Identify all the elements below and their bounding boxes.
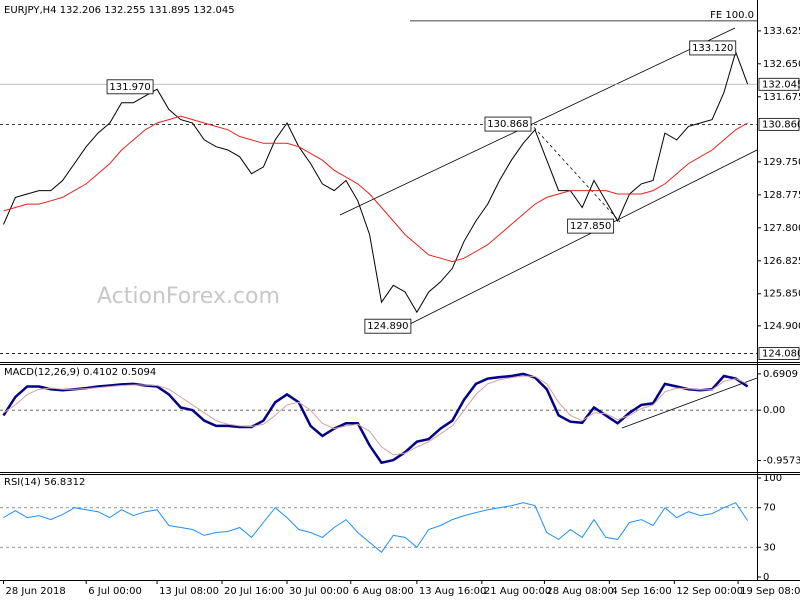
x-tick-label: 13 Jul 08:00 (159, 586, 219, 597)
annotation-label: 130.868 (487, 119, 528, 130)
annotation-box (364, 318, 412, 334)
channel-line (339, 27, 736, 216)
panel-title: MACD(12,26,9) 0.4102 0.5094 (4, 367, 156, 378)
annotation-box (484, 116, 532, 132)
y-tick-label: 131.675 (763, 92, 800, 103)
y-tick-label: 0.6909 (763, 369, 798, 380)
y-tick-label: 70 (763, 503, 776, 514)
x-tick-label: 20 Jul 16:00 (224, 586, 284, 597)
series-line (3, 50, 749, 314)
series-line (3, 115, 748, 263)
y-tick-label: 124.900 (763, 321, 800, 332)
series-line (3, 375, 748, 456)
x-tick-label: 4 Sep 16:00 (611, 586, 671, 597)
projection-line (529, 122, 621, 223)
level-label: 124.080 (762, 349, 800, 360)
x-tick-label: 30 Jul 00:00 (289, 586, 349, 597)
channel-line (407, 149, 758, 326)
level-label: 130.860 (762, 119, 800, 130)
annotation-box (689, 40, 737, 56)
x-tick-label: 12 Sep 00:00 (676, 586, 743, 597)
y-tick-label: 132.650 (763, 59, 800, 70)
annotation-label: 131.970 (109, 82, 150, 93)
y-tick-label: 127.800 (763, 223, 800, 234)
level-box (758, 117, 800, 131)
annotation-label: 127.850 (570, 221, 611, 232)
annotation-label: 133.120 (692, 43, 733, 54)
y-tick-label: 129.750 (763, 157, 800, 168)
y-tick-label: 30 (763, 542, 776, 553)
y-tick-label: 0 (763, 572, 769, 583)
y-tick-label: 133.625 (763, 26, 800, 37)
annotation-label: 124.890 (367, 321, 408, 332)
annotation-box (106, 79, 154, 95)
x-tick-label: 6 Jul 00:00 (88, 586, 142, 597)
x-tick-label: 28 Jun 2018 (6, 586, 66, 597)
y-tick-label: 125.850 (763, 289, 800, 300)
x-tick-label: 13 Aug 16:00 (419, 586, 486, 597)
y-tick-label: 100 (763, 473, 782, 484)
y-tick-label: 128.775 (763, 190, 800, 201)
panel-title: EURJPY,H4 132.206 132.255 131.895 132.04… (4, 5, 235, 16)
series-line (3, 502, 749, 554)
level-label: 132.045 (762, 79, 800, 90)
x-tick-label: 21 Aug 00:00 (484, 586, 551, 597)
y-tick-label: 0.00 (763, 405, 785, 416)
series-line (2, 372, 749, 465)
level-box (758, 77, 800, 91)
panel-title: RSI(14) 56.8312 (4, 477, 85, 488)
x-tick-label: 19 Sep 08:00 (740, 586, 800, 597)
watermark: ActionForex.com (97, 284, 280, 309)
annotation-box (567, 218, 615, 234)
trend-line (621, 377, 758, 429)
level-box (758, 347, 800, 360)
y-tick-label: 126.825 (763, 256, 800, 267)
y-tick-label: -0.9573 (763, 455, 800, 466)
x-tick-label: 28 Aug 08:00 (546, 586, 613, 597)
fe-label: FE 100.0 (710, 10, 754, 21)
x-tick-label: 6 Aug 08:00 (353, 586, 414, 597)
